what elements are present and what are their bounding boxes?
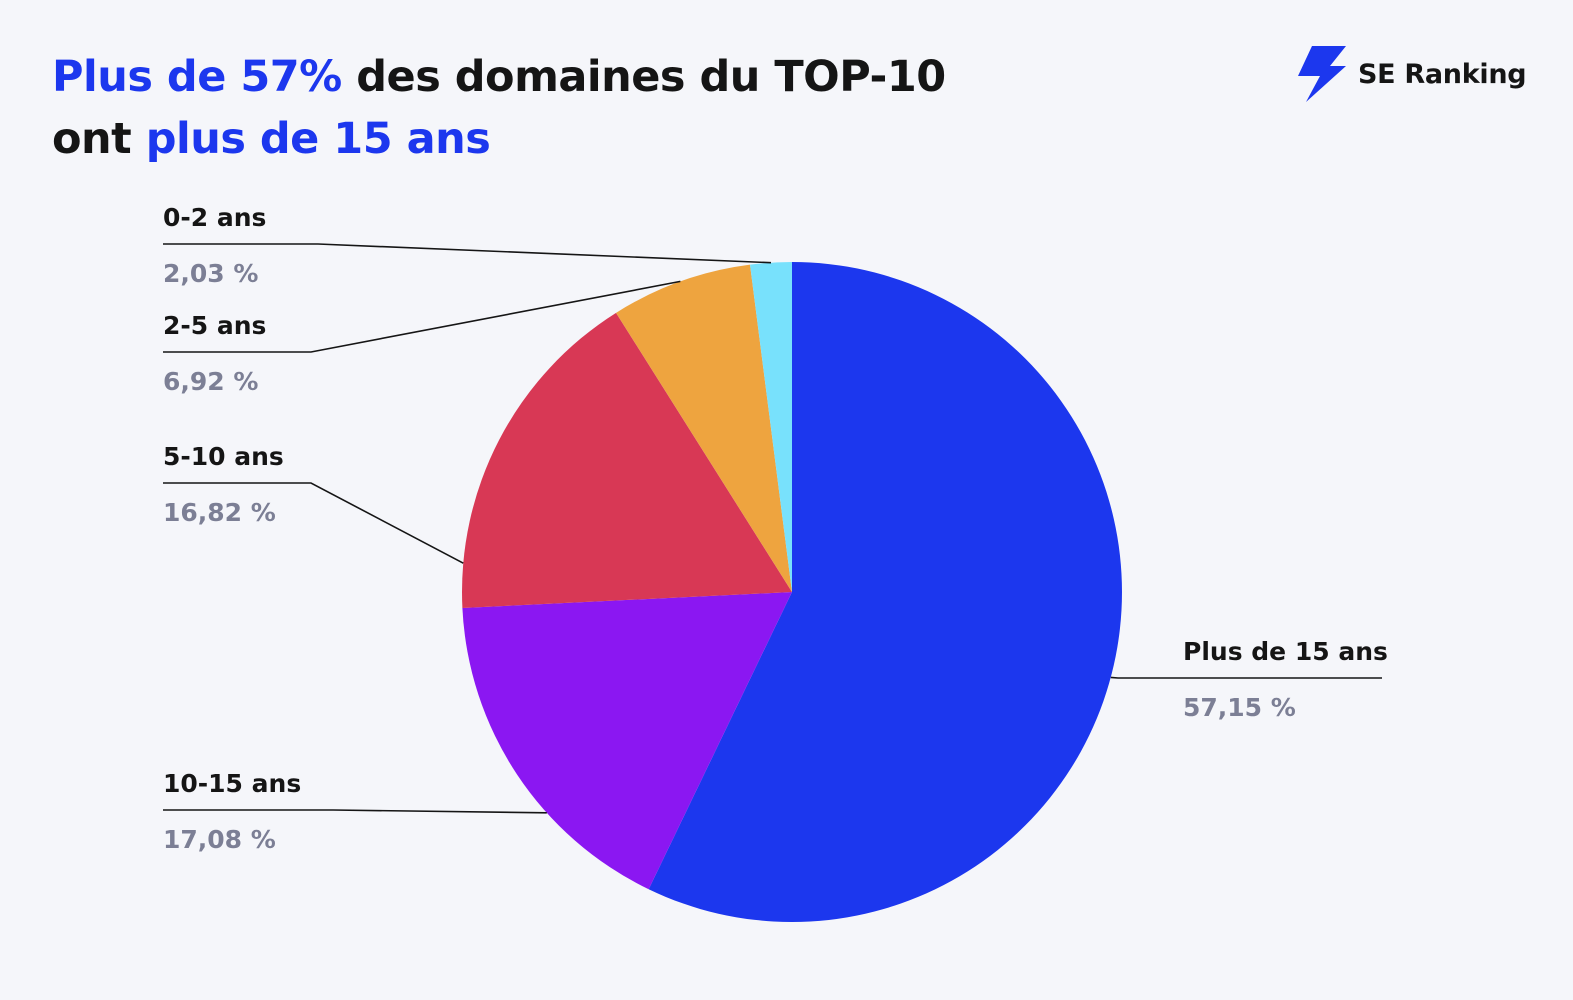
- slice-label-2-5-ans: 2-5 ans: [163, 311, 266, 340]
- slice-label-plus-de-15-ans: Plus de 15 ans: [1183, 637, 1388, 666]
- slice-label-5-10-ans: 5-10 ans: [163, 442, 284, 471]
- slice-value-0-2-ans: 2,03 %: [163, 259, 258, 288]
- chart-title: Plus de 57% des domaines du TOP-10 ont p…: [52, 46, 946, 170]
- leader-line-0-2-ans: [163, 243, 772, 264]
- slice-label-0-2-ans: 0-2 ans: [163, 203, 266, 232]
- title-highlight-1: Plus de 57%: [52, 52, 342, 102]
- pie-slice-0-2-ans: [750, 262, 792, 592]
- title-highlight-2: plus de 15 ans: [145, 114, 491, 164]
- slice-label-10-15-ans: 10-15 ans: [163, 769, 301, 798]
- lightning-bolt-icon: [1298, 46, 1346, 102]
- leader-line-10-15-ans: [163, 809, 547, 814]
- pie-slice-2-5-ans: [616, 264, 792, 592]
- logo-text: SE Ranking: [1358, 58, 1527, 90]
- slice-value-2-5-ans: 6,92 %: [163, 367, 258, 396]
- pie-slice-10-15-ans: [462, 592, 792, 890]
- pie-slice-plus-de-15-ans: [648, 262, 1122, 923]
- slice-value-5-10-ans: 16,82 %: [163, 498, 276, 527]
- slice-value-10-15-ans: 17,08 %: [163, 825, 276, 854]
- brand-logo: SE Ranking: [1296, 46, 1527, 102]
- leader-line-5-10-ans: [163, 482, 464, 564]
- pie-slice-5-10-ans: [462, 312, 792, 608]
- leader-line-plus-de-15-ans: [1110, 676, 1382, 679]
- title-text-2: ont: [52, 114, 146, 164]
- title-text-1: des domaines du TOP-10: [341, 52, 946, 102]
- slice-value-plus-de-15-ans: 57,15 %: [1183, 693, 1296, 722]
- leader-line-2-5-ans: [163, 280, 681, 353]
